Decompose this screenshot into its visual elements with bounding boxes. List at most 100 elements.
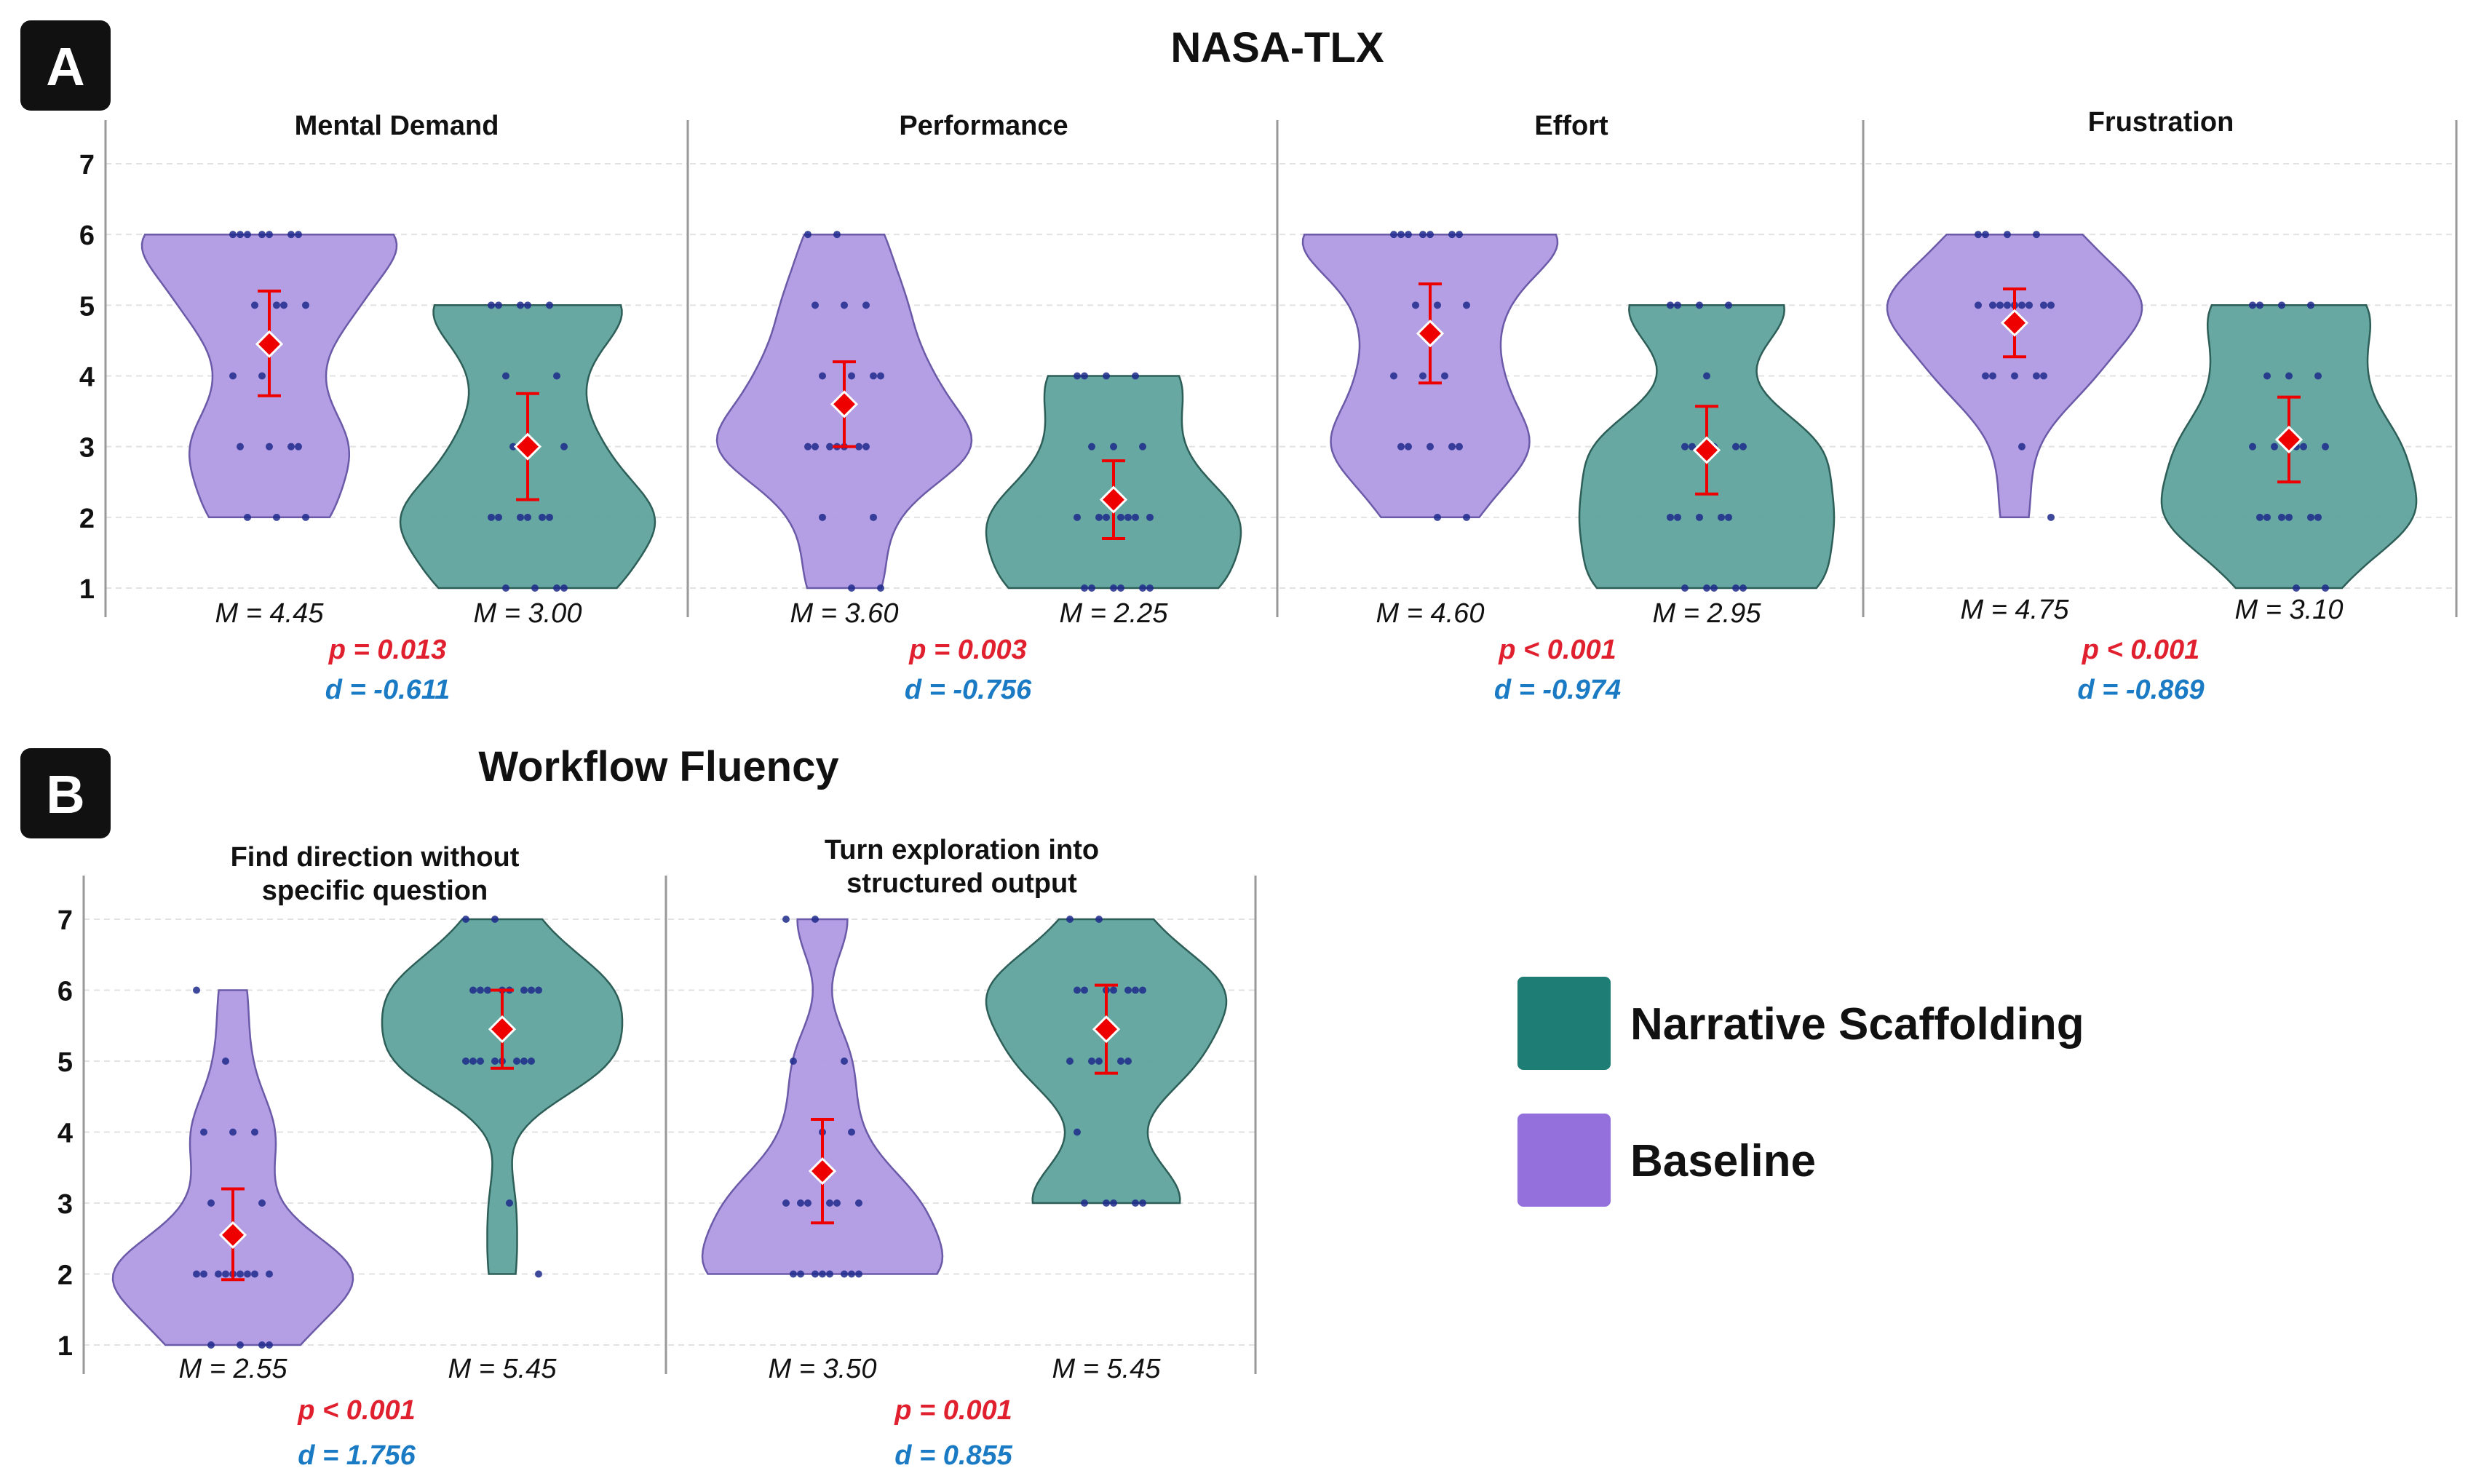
data-point [553, 584, 560, 592]
data-point [280, 301, 287, 309]
data-point [2025, 301, 2033, 309]
data-point [833, 1199, 841, 1207]
legend-label-baseline: Baseline [1630, 1136, 1816, 1186]
data-point [237, 1270, 244, 1278]
y-tick-label: 2 [79, 504, 95, 534]
panel-b-badge-label: B [46, 764, 84, 825]
data-point [2307, 301, 2314, 309]
panel-b-header: B Workflow Fluency [20, 743, 839, 838]
data-point [495, 301, 502, 309]
data-point [266, 443, 273, 451]
data-point [1146, 584, 1154, 592]
data-point [819, 372, 826, 380]
data-point [524, 513, 531, 521]
data-point [200, 1128, 207, 1136]
data-point [535, 986, 542, 994]
p-value-label: p = 0.003 [908, 635, 1027, 665]
data-point [870, 513, 877, 521]
data-point [790, 1058, 797, 1065]
data-point [2033, 372, 2040, 380]
data-point [251, 301, 258, 309]
data-point [528, 986, 535, 994]
y-tick-label: 7 [79, 150, 95, 180]
effect-size-label: d = -0.974 [1494, 675, 1621, 705]
panel-b-title: Workflow Fluency [478, 743, 838, 790]
effect-size-label: d = -0.611 [325, 675, 450, 705]
mean-label: M = 5.45 [1052, 1354, 1162, 1384]
data-point [546, 513, 553, 521]
mean-marker [2000, 309, 2029, 337]
data-point [1989, 301, 1996, 309]
data-point [855, 1199, 862, 1207]
data-point [1397, 443, 1405, 451]
mean-label: M = 3.10 [2235, 595, 2344, 625]
data-point [804, 1199, 812, 1207]
data-point [2322, 584, 2329, 592]
data-point [560, 584, 568, 592]
data-point [295, 231, 302, 239]
data-point [502, 584, 509, 592]
data-point [1739, 584, 1747, 592]
data-point [1427, 443, 1434, 451]
data-point [517, 301, 524, 309]
data-point [2263, 372, 2271, 380]
data-point [841, 301, 848, 309]
data-point [812, 1270, 819, 1278]
data-point [1132, 372, 1139, 380]
data-point [491, 916, 499, 923]
data-point [1110, 1199, 1117, 1207]
data-point [1696, 513, 1703, 521]
data-point [1441, 372, 1448, 380]
mean-marker [1692, 436, 1721, 464]
data-point [1703, 372, 1710, 380]
data-point [200, 1270, 207, 1278]
data-point [1074, 986, 1081, 994]
data-point [1667, 301, 1674, 309]
data-point [266, 1341, 273, 1349]
data-point [1095, 1058, 1103, 1065]
chart-title: Frustration [2088, 107, 2234, 138]
data-point [1996, 301, 2004, 309]
violin-narrative [381, 918, 624, 1275]
data-point [1463, 301, 1470, 309]
y-tick-label: 3 [57, 1189, 73, 1220]
data-point [287, 443, 295, 451]
data-point [520, 986, 528, 994]
data-point [2040, 372, 2047, 380]
data-point [1681, 584, 1689, 592]
data-point [1434, 301, 1441, 309]
panel-a-badge-label: A [46, 36, 84, 97]
data-point [1146, 513, 1154, 521]
data-point [491, 1058, 499, 1065]
data-point [2249, 443, 2256, 451]
p-value-label: p = 0.001 [894, 1395, 1012, 1426]
data-point [207, 1341, 215, 1349]
data-point [1397, 231, 1405, 239]
legend-label-narrative: Narrative Scaffolding [1630, 999, 2084, 1049]
data-point [1117, 584, 1124, 592]
data-point [1066, 916, 1074, 923]
data-point [1732, 443, 1739, 451]
data-point [553, 372, 560, 380]
legend-swatch-baseline [1517, 1114, 1611, 1207]
data-point [1095, 513, 1103, 521]
p-value-label: p < 0.001 [297, 1395, 416, 1426]
data-point [812, 443, 819, 451]
chart-title: Effort [1534, 111, 1608, 141]
data-point [2004, 301, 2011, 309]
data-point [1667, 513, 1674, 521]
mean-label: M = 2.25 [1060, 598, 1169, 629]
data-point [244, 1270, 251, 1278]
y-tick-label: 5 [79, 291, 95, 322]
y-tick-label: 4 [57, 1119, 73, 1149]
data-point [1132, 513, 1139, 521]
data-point [1139, 443, 1146, 451]
y-tick-label: 1 [57, 1331, 73, 1362]
data-point [2249, 301, 2256, 309]
data-point [1110, 584, 1117, 592]
data-point [1081, 584, 1088, 592]
data-point [1419, 372, 1427, 380]
legend-item-baseline: Baseline [1517, 1114, 1816, 1207]
